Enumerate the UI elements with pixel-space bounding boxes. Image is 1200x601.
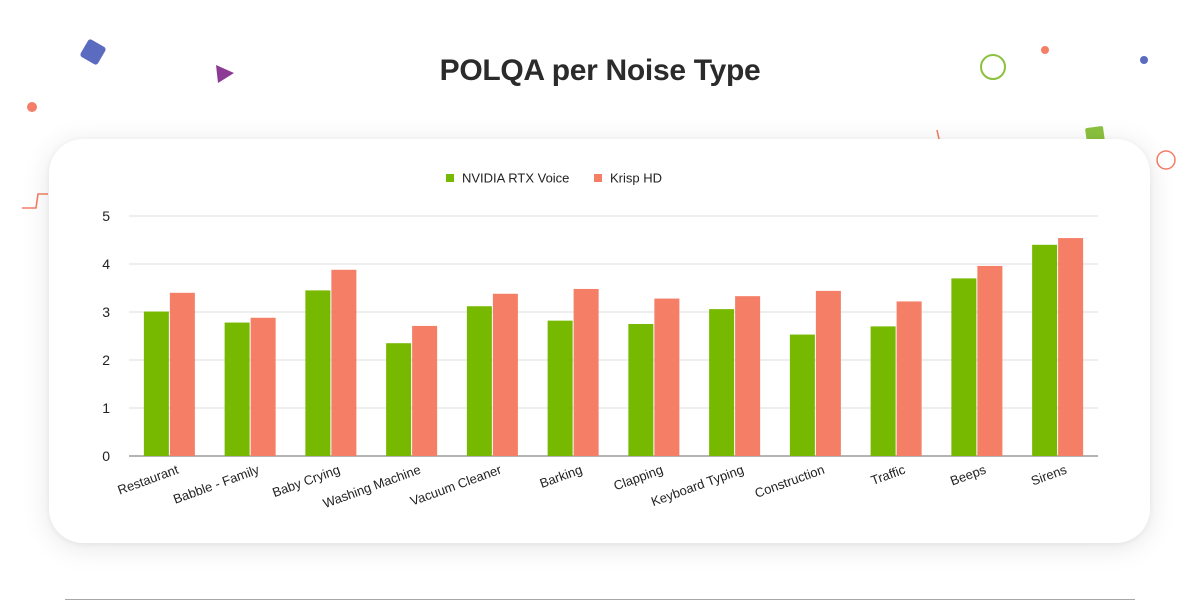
decorative-dot-shape xyxy=(1041,46,1049,54)
bar-krisp-hd-restaurant xyxy=(169,292,195,456)
x-tick-label: Beeps xyxy=(948,462,988,489)
x-tick-label: Barking xyxy=(538,462,585,491)
bar-krisp-hd-barking xyxy=(573,288,599,456)
bar-chart: NVIDIA RTX Voice Krisp HD 0 1 2 3 4 5 Restaur… xyxy=(102,171,1098,511)
legend: NVIDIA RTX Voice Krisp HD xyxy=(446,171,662,186)
y-tick-label: 2 xyxy=(102,352,110,368)
bar-nvidia-rtx-voice-beeps xyxy=(951,278,977,456)
bar-nvidia-rtx-voice-barking xyxy=(547,320,573,456)
bar-nvidia-rtx-voice-babble-family xyxy=(224,322,250,456)
bar-nvidia-rtx-voice-sirens xyxy=(1032,244,1058,456)
y-tick-label: 3 xyxy=(102,304,110,320)
decorative-line-shape xyxy=(936,129,940,140)
bars xyxy=(143,238,1084,456)
x-tick-label: Clapping xyxy=(612,462,665,494)
bar-nvidia-rtx-voice-baby-crying xyxy=(305,290,331,456)
bar-krisp-hd-construction xyxy=(815,290,841,456)
decorative-dot-shape xyxy=(27,102,37,112)
legend-label-krisp-hd: Krisp HD xyxy=(610,171,662,186)
y-tick-label: 0 xyxy=(102,448,110,464)
decorative-ring-shape xyxy=(1156,150,1176,170)
chart-title: POLQA per Noise Type xyxy=(439,54,761,87)
x-tick-label: Keyboard Typing xyxy=(649,462,746,509)
legend-swatch-nvidia-rtx-voice xyxy=(446,174,454,182)
bar-krisp-hd-traffic xyxy=(896,301,922,456)
x-tick-label: Sirens xyxy=(1029,462,1069,489)
decorative-line-shape xyxy=(22,193,48,209)
x-tick-label: Traffic xyxy=(869,462,908,488)
x-tick-label: Construction xyxy=(753,462,827,501)
legend-swatch-krisp-hd xyxy=(594,174,602,182)
bar-nvidia-rtx-voice-construction xyxy=(789,334,815,456)
x-tick-label: Babble - Family xyxy=(171,462,261,507)
bar-nvidia-rtx-voice-traffic xyxy=(870,326,896,456)
bar-krisp-hd-babble-family xyxy=(250,317,276,456)
bar-nvidia-rtx-voice-vacuum-cleaner xyxy=(466,306,492,456)
bar-krisp-hd-sirens xyxy=(1058,238,1084,456)
bar-nvidia-rtx-voice-keyboard-typing xyxy=(709,309,735,456)
bar-krisp-hd-clapping xyxy=(654,298,680,456)
bar-krisp-hd-washing-machine xyxy=(412,325,438,456)
y-tick-label: 4 xyxy=(102,256,110,272)
bar-nvidia-rtx-voice-restaurant xyxy=(143,311,169,456)
bar-nvidia-rtx-voice-washing-machine xyxy=(386,343,412,456)
bar-krisp-hd-beeps xyxy=(977,265,1003,456)
bar-krisp-hd-keyboard-typing xyxy=(735,296,761,456)
legend-label-nvidia-rtx-voice: NVIDIA RTX Voice xyxy=(462,171,569,186)
bar-krisp-hd-vacuum-cleaner xyxy=(492,293,518,456)
y-tick-label: 1 xyxy=(102,400,110,416)
gridlines xyxy=(129,215,1098,457)
chart-card: NVIDIA RTX Voice Krisp HD 0 1 2 3 4 5 Restaur… xyxy=(49,139,1150,543)
bottom-divider xyxy=(65,599,1135,600)
bar-krisp-hd-baby-crying xyxy=(331,269,357,456)
x-tick-label: Vacuum Cleaner xyxy=(408,461,504,508)
y-tick-label: 5 xyxy=(102,208,110,224)
y-axis: 0 1 2 3 4 5 xyxy=(102,208,110,464)
bar-nvidia-rtx-voice-clapping xyxy=(628,324,654,456)
